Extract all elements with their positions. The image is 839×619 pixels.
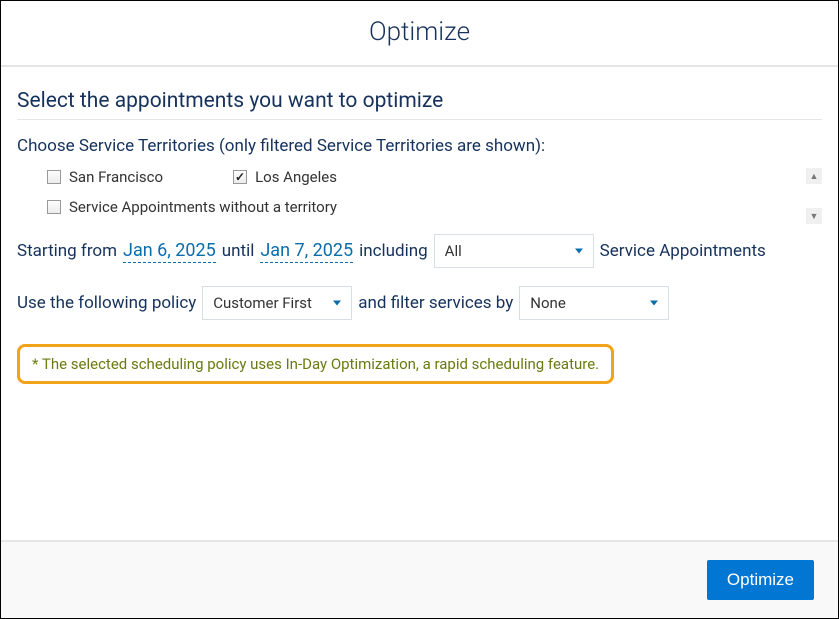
end-date-picker[interactable]: Jan 7, 2025	[260, 240, 353, 263]
policy-select-value: Customer First	[213, 294, 312, 312]
territory-row-2: Service Appointments without a territory	[47, 198, 792, 216]
modal-body: Select the appointments you want to opti…	[1, 67, 838, 540]
until-label: until	[222, 241, 255, 261]
filter-label: and filter services by	[358, 293, 513, 313]
start-date-picker[interactable]: Jan 6, 2025	[123, 240, 216, 263]
checkbox-icon[interactable]	[47, 170, 61, 184]
territory-los-angeles[interactable]: Los Angeles	[233, 168, 337, 186]
policy-line: Use the following policy Customer First …	[17, 286, 822, 320]
territory-prompt: Choose Service Territories (only filtere…	[17, 136, 822, 156]
starting-label: Starting from	[17, 241, 117, 261]
including-select[interactable]: All	[434, 234, 594, 268]
date-range-line: Starting from Jan 6, 2025 until Jan 7, 2…	[17, 234, 822, 268]
territory-row-1: San Francisco Los Angeles	[47, 168, 792, 186]
optimize-modal: Optimize Select the appointments you wan…	[1, 1, 838, 618]
chevron-down-icon	[333, 301, 341, 306]
filter-select[interactable]: None	[519, 286, 669, 320]
territory-list: ▲ ▼ San Francisco Los Angeles Service Ap…	[17, 168, 822, 216]
modal-footer: Optimize	[1, 540, 838, 618]
chevron-down-icon	[575, 249, 583, 254]
policy-select[interactable]: Customer First	[202, 286, 352, 320]
callout-text: * The selected scheduling policy uses In…	[32, 355, 599, 373]
filter-select-value: None	[530, 294, 566, 312]
policy-lead-label: Use the following policy	[17, 293, 196, 313]
checkbox-icon[interactable]	[47, 200, 61, 214]
section-title: Select the appointments you want to opti…	[17, 89, 822, 120]
territory-san-francisco[interactable]: San Francisco	[47, 168, 163, 186]
checkbox-icon[interactable]	[233, 170, 247, 184]
territory-no-territory[interactable]: Service Appointments without a territory	[47, 198, 337, 216]
optimize-button[interactable]: Optimize	[707, 560, 814, 600]
policy-info-callout: * The selected scheduling policy uses In…	[17, 344, 614, 384]
including-select-value: All	[445, 242, 462, 260]
modal-header: Optimize	[1, 1, 838, 67]
modal-title: Optimize	[1, 17, 838, 47]
scroll-up-icon[interactable]: ▲	[806, 168, 822, 184]
territory-label: Los Angeles	[255, 168, 337, 186]
territory-label: Service Appointments without a territory	[69, 198, 337, 216]
including-label: including	[359, 241, 428, 261]
trailing-label: Service Appointments	[600, 241, 766, 261]
territory-label: San Francisco	[69, 168, 163, 186]
scroll-down-icon[interactable]: ▼	[806, 208, 822, 224]
chevron-down-icon	[650, 301, 658, 306]
